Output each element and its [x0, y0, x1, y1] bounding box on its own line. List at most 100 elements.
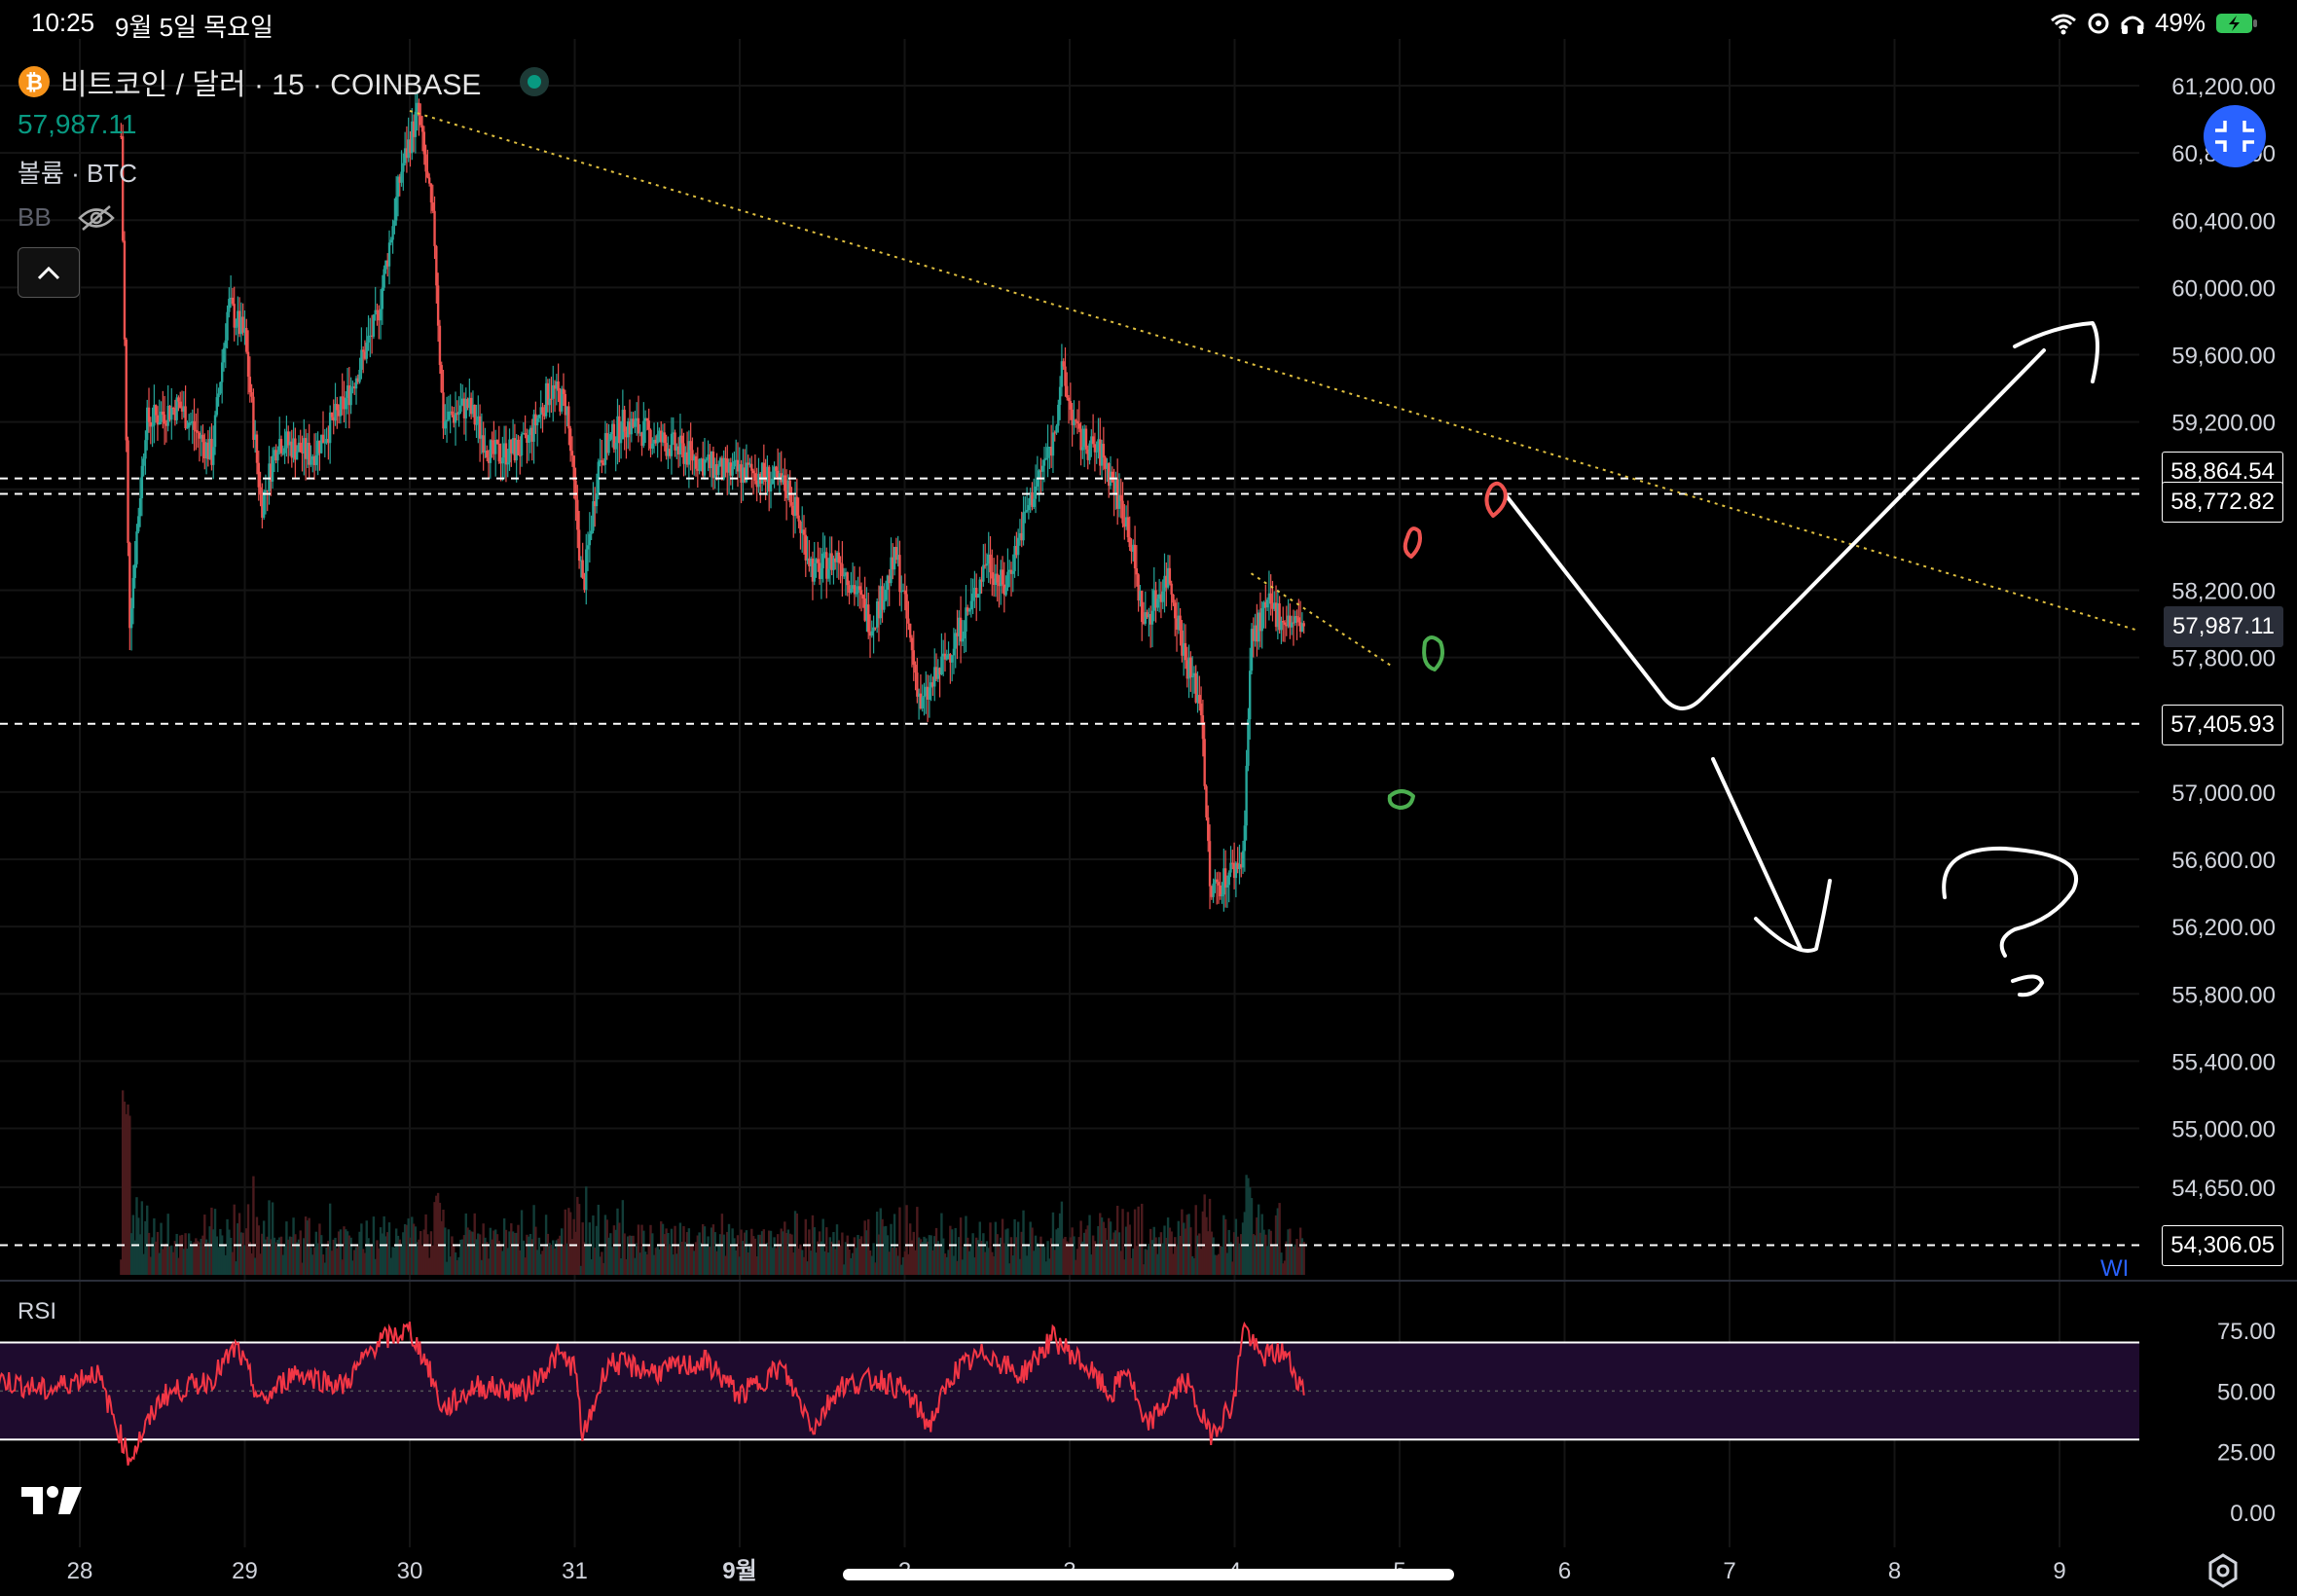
- volume-bar: [826, 1252, 830, 1275]
- descending-trendline[interactable]: [409, 109, 2140, 633]
- drawn-path-down[interactable]: [1711, 757, 1803, 951]
- volume-bar: [1003, 1243, 1006, 1275]
- drawn-arrowhead-up[interactable]: [2013, 321, 2099, 383]
- volume-bar: [179, 1235, 182, 1275]
- candle: [675, 443, 678, 459]
- settings-icon[interactable]: [2206, 1553, 2241, 1588]
- candle: [1076, 409, 1079, 434]
- volume-bar: [1108, 1217, 1111, 1275]
- trend-lines[interactable]: [409, 109, 2140, 668]
- volume-bar: [1271, 1245, 1274, 1275]
- volume-bar: [627, 1236, 630, 1275]
- volume-bar: [471, 1231, 475, 1275]
- volume-bar: [1156, 1253, 1159, 1275]
- candle: [489, 439, 492, 479]
- candle: [358, 357, 361, 384]
- volume-bar: [146, 1205, 149, 1275]
- volume-bar: [1001, 1218, 1004, 1275]
- bb-indicator-legend[interactable]: BB: [18, 202, 116, 233]
- candle: [1088, 440, 1091, 465]
- volume-bar: [1093, 1241, 1097, 1275]
- volume-bar: [354, 1247, 358, 1275]
- candle: [420, 115, 424, 152]
- volume-bar: [801, 1250, 804, 1275]
- volume-bar: [292, 1217, 295, 1275]
- time-axis[interactable]: 282930319월23456789: [67, 1558, 2066, 1584]
- volume-bar: [764, 1246, 767, 1275]
- market-status-indicator[interactable]: [520, 67, 550, 96]
- candle: [1102, 426, 1106, 471]
- volume-bar: [330, 1251, 334, 1275]
- candle: [511, 418, 515, 455]
- candle: [384, 260, 387, 274]
- candle: [583, 572, 586, 594]
- candle: [601, 439, 603, 474]
- drawn-path-up[interactable]: [1505, 348, 2046, 710]
- green-circle-mark[interactable]: [1422, 635, 1444, 671]
- legend-collapse-button[interactable]: [18, 247, 80, 298]
- price-axis[interactable]: 61,200.0060,800.0060,400.0060,000.0059,6…: [2171, 74, 2276, 1527]
- question-mark-curve[interactable]: [1942, 846, 2079, 958]
- volume-bar: [867, 1218, 870, 1275]
- rsi-label[interactable]: RSI: [18, 1298, 57, 1324]
- candle: [146, 399, 149, 451]
- candle: [301, 435, 304, 472]
- candle: [1058, 376, 1062, 420]
- candle: [943, 633, 947, 672]
- volume-bar: [416, 1242, 419, 1275]
- symbol-legend[interactable]: ₿ 비트코인 / 달러 · 15 · COINBASE: [18, 60, 550, 103]
- volume-bar: [123, 1102, 127, 1275]
- volume-bar: [184, 1233, 187, 1275]
- volume-bar: [982, 1233, 985, 1275]
- red-circle-mark[interactable]: [1403, 526, 1422, 559]
- candle: [1241, 840, 1245, 875]
- volume-bar: [978, 1221, 981, 1275]
- home-indicator[interactable]: [843, 1569, 1454, 1580]
- candle: [228, 287, 231, 318]
- volume-bar: [283, 1244, 286, 1275]
- candle: [705, 456, 708, 463]
- volume-bar: [811, 1215, 815, 1275]
- volume-bar: [473, 1213, 476, 1275]
- question-mark-dot[interactable]: [2011, 974, 2044, 998]
- battery-charging-icon: [2216, 13, 2257, 33]
- candle: [958, 610, 961, 646]
- volume-bar: [660, 1221, 663, 1275]
- candle: [991, 549, 994, 597]
- time-tick-label: 31: [562, 1558, 588, 1584]
- price-tick-label: 59,200.00: [2171, 411, 2276, 437]
- volume-bar: [940, 1213, 943, 1275]
- candle: [1227, 870, 1230, 903]
- exit-fullscreen-button[interactable]: [2204, 105, 2266, 167]
- freehand-drawings[interactable]: [1387, 321, 2099, 998]
- volume-bar: [255, 1216, 259, 1275]
- candle: [818, 547, 821, 585]
- volume-bar: [605, 1219, 608, 1275]
- candle: [642, 402, 645, 449]
- candle: [665, 434, 668, 460]
- volume-bar: [1229, 1242, 1232, 1275]
- volume-bar: [1112, 1232, 1115, 1275]
- tradingview-logo[interactable]: [21, 1483, 84, 1516]
- red-circle-mark[interactable]: [1484, 481, 1508, 518]
- eye-off-icon[interactable]: [77, 203, 116, 233]
- candle: [658, 427, 661, 443]
- candle: [257, 451, 260, 501]
- candle: [837, 540, 840, 580]
- volume-bar: [941, 1238, 945, 1275]
- candle: [1189, 651, 1192, 692]
- candle: [724, 447, 727, 478]
- volume-bar: [592, 1215, 595, 1275]
- horizontal-levels[interactable]: [0, 477, 2139, 1247]
- candle: [299, 429, 302, 453]
- candle: [720, 455, 724, 481]
- drawn-arrowhead-down[interactable]: [1754, 879, 1832, 953]
- volume-bars: [120, 1090, 1305, 1275]
- volume-legend[interactable]: 볼륨 · BTC: [18, 159, 137, 188]
- candle: [992, 558, 996, 598]
- volume-bar: [341, 1259, 344, 1275]
- candle: [543, 404, 546, 420]
- green-circle-mark[interactable]: [1387, 789, 1415, 810]
- volume-bar: [1088, 1215, 1091, 1275]
